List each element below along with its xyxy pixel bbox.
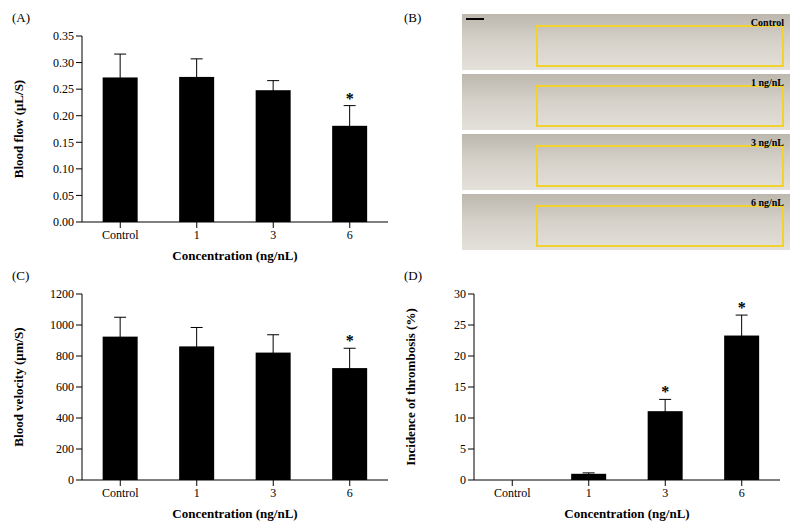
- svg-text:6: 6: [347, 486, 353, 500]
- svg-text:0.10: 0.10: [53, 162, 74, 176]
- svg-text:1: 1: [586, 486, 592, 500]
- svg-text:15: 15: [454, 380, 466, 394]
- svg-text:0.30: 0.30: [53, 56, 74, 70]
- html-text:(C): (C): [12, 268, 30, 283]
- svg-text:6 ng/nL: 6 ng/nL: [751, 197, 784, 208]
- svg-text:30: 30: [454, 287, 466, 301]
- svg-text:800: 800: [56, 349, 74, 363]
- svg-text:5: 5: [460, 442, 466, 456]
- svg-text:3: 3: [662, 486, 668, 500]
- svg-text:3: 3: [270, 486, 276, 500]
- svg-text:400: 400: [56, 411, 74, 425]
- svg-text:Control: Control: [102, 486, 139, 500]
- svg-text:1: 1: [194, 228, 200, 242]
- svg-text:3 ng/nL: 3 ng/nL: [751, 137, 784, 148]
- svg-text:Control: Control: [102, 228, 139, 242]
- svg-text:6: 6: [739, 486, 745, 500]
- svg-text:0.15: 0.15: [53, 136, 74, 150]
- html-text:(A): (A): [12, 10, 30, 25]
- svg-text:1200: 1200: [50, 287, 74, 301]
- svg-text:Blood flow (μL/S): Blood flow (μL/S): [11, 80, 26, 178]
- svg-text:Concentration (ng/nL): Concentration (ng/nL): [564, 506, 689, 521]
- svg-text:Control: Control: [494, 486, 531, 500]
- html-text:(D): (D): [404, 268, 422, 283]
- svg-text:1 ng/nL: 1 ng/nL: [751, 77, 784, 88]
- svg-text:Blood velocity (μm/S): Blood velocity (μm/S): [11, 327, 26, 446]
- svg-text:0.05: 0.05: [53, 189, 74, 203]
- svg-text:0.25: 0.25: [53, 82, 74, 96]
- svg-text:*: *: [346, 332, 354, 349]
- svg-text:600: 600: [56, 380, 74, 394]
- svg-text:10: 10: [454, 411, 466, 425]
- svg-text:20: 20: [454, 349, 466, 363]
- svg-text:25: 25: [454, 318, 466, 332]
- svg-text:200: 200: [56, 442, 74, 456]
- svg-text:6: 6: [347, 228, 353, 242]
- svg-text:0: 0: [460, 473, 466, 487]
- svg-text:0.35: 0.35: [53, 29, 74, 43]
- svg-text:Concentration (ng/nL): Concentration (ng/nL): [172, 506, 297, 521]
- svg-text:0.20: 0.20: [53, 109, 74, 123]
- svg-text:0.00: 0.00: [53, 215, 74, 229]
- svg-text:0: 0: [68, 473, 74, 487]
- svg-text:Control: Control: [751, 17, 784, 28]
- svg-text:3: 3: [270, 228, 276, 242]
- svg-text:1000: 1000: [50, 318, 74, 332]
- svg-text:*: *: [738, 299, 746, 316]
- html-text:(B): (B): [404, 10, 422, 25]
- svg-text:*: *: [661, 383, 669, 400]
- svg-text:*: *: [346, 90, 354, 107]
- svg-text:Incidence of thrombosis (%): Incidence of thrombosis (%): [403, 308, 418, 466]
- svg-text:Concentration (ng/nL): Concentration (ng/nL): [172, 248, 297, 263]
- svg-text:1: 1: [194, 486, 200, 500]
